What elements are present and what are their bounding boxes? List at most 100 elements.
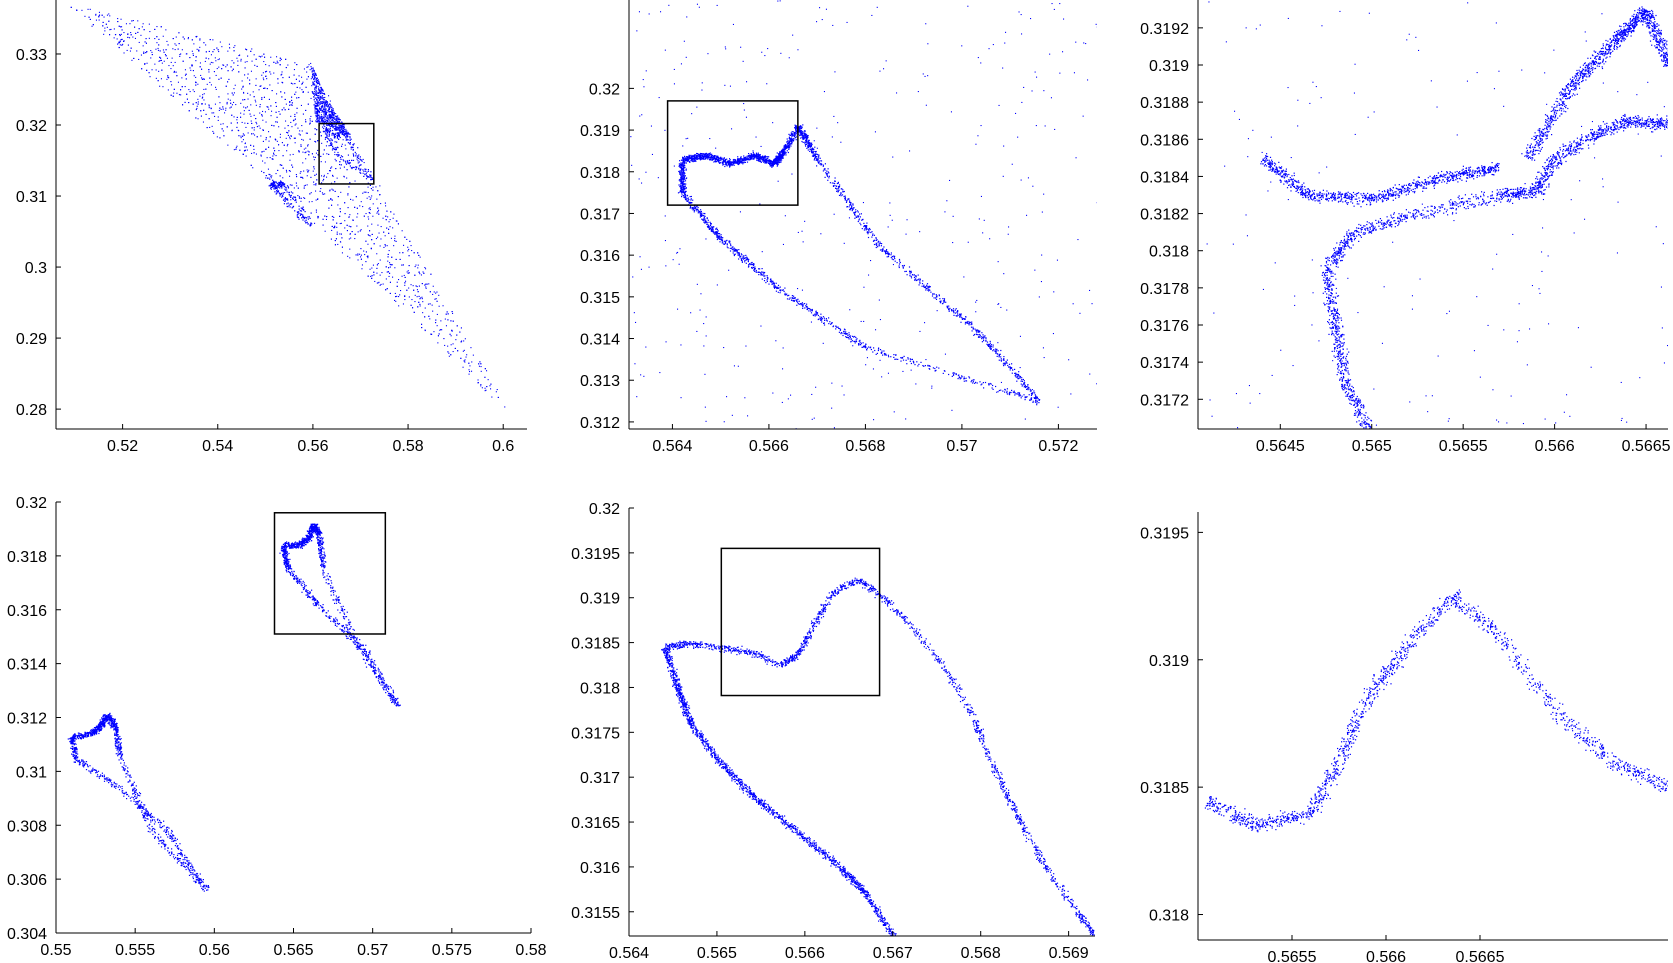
- data-point: [236, 57, 238, 59]
- data-point: [682, 157, 684, 159]
- data-point: [1014, 372, 1016, 374]
- data-point: [185, 78, 187, 80]
- data-point: [276, 191, 278, 193]
- data-point: [296, 97, 298, 99]
- data-point: [352, 199, 354, 201]
- data-point: [810, 312, 813, 314]
- data-point: [278, 150, 280, 152]
- data-point: [772, 164, 774, 166]
- data-point: [681, 194, 683, 196]
- data-point: [270, 182, 272, 185]
- data-point: [132, 20, 134, 22]
- data-point: [261, 114, 263, 116]
- data-point: [283, 144, 285, 146]
- data-point: [977, 334, 979, 336]
- data-point: [441, 329, 443, 331]
- data-point: [186, 93, 188, 95]
- data-point: [775, 160, 777, 162]
- data-point: [175, 36, 177, 38]
- data-point: [336, 177, 338, 179]
- data-point: [313, 168, 315, 170]
- data-point: [245, 107, 247, 109]
- data-point: [344, 220, 346, 222]
- data-point: [395, 300, 397, 302]
- data-point: [448, 352, 450, 354]
- data-point: [226, 101, 228, 103]
- data-point: [312, 83, 314, 85]
- data-point: [335, 126, 337, 128]
- data-point: [436, 325, 438, 327]
- data-point: [137, 20, 139, 22]
- data-point: [338, 132, 340, 134]
- data-point: [459, 331, 461, 333]
- data-point: [1019, 395, 1021, 397]
- data-point: [414, 266, 416, 268]
- data-point: [504, 406, 506, 408]
- data-point: [281, 73, 283, 75]
- data-point: [359, 253, 361, 255]
- data-point: [442, 305, 444, 307]
- data-point: [156, 36, 158, 38]
- data-point: [342, 131, 344, 133]
- data-point: [775, 155, 777, 157]
- data-point: [468, 362, 470, 364]
- data-point: [329, 103, 331, 105]
- data-point: [292, 206, 294, 208]
- y-tick-label: 0.3: [25, 260, 47, 277]
- data-point: [310, 68, 312, 70]
- data-point: [330, 117, 332, 119]
- data-point: [822, 170, 824, 172]
- data-point: [317, 105, 319, 107]
- data-point: [195, 36, 197, 38]
- data-point: [972, 328, 974, 330]
- data-point: [344, 129, 346, 131]
- data-point: [290, 199, 292, 201]
- data-point: [684, 191, 686, 193]
- data-point: [331, 108, 333, 110]
- data-point: [84, 15, 86, 17]
- data-point: [396, 281, 398, 283]
- data-point: [351, 159, 353, 161]
- data-point: [290, 135, 292, 137]
- data-point: [320, 114, 322, 116]
- data-point: [764, 275, 766, 277]
- data-point: [337, 151, 339, 154]
- data-point: [850, 335, 852, 337]
- data-point: [1008, 366, 1010, 368]
- data-point: [376, 272, 378, 274]
- data-point: [349, 136, 351, 138]
- data-point: [359, 171, 361, 174]
- data-point: [870, 346, 872, 348]
- data-point: [915, 276, 917, 278]
- data-point: [339, 126, 341, 128]
- data-point: [316, 108, 318, 110]
- data-point: [309, 69, 311, 71]
- data-point: [341, 246, 343, 248]
- data-point: [444, 344, 446, 346]
- data-point: [764, 271, 766, 274]
- data-point: [431, 304, 433, 306]
- data-point: [259, 112, 261, 114]
- data-point: [478, 363, 480, 365]
- data-point: [184, 69, 186, 71]
- data-point: [979, 331, 981, 333]
- data-point: [1018, 393, 1020, 395]
- data-point: [274, 150, 276, 152]
- data-point: [337, 127, 339, 129]
- data-point: [809, 150, 811, 152]
- data-point: [159, 50, 161, 52]
- data-point: [439, 329, 441, 331]
- data-point: [388, 228, 390, 230]
- data-point: [742, 163, 744, 165]
- data-point: [728, 162, 731, 164]
- data-point: [835, 328, 837, 330]
- data-point: [315, 108, 317, 110]
- data-point: [335, 133, 337, 136]
- data-point: [103, 16, 105, 18]
- data-point: [760, 161, 762, 163]
- data-point: [354, 238, 356, 240]
- data-point: [697, 206, 699, 209]
- data-point: [264, 87, 266, 89]
- data-point: [140, 34, 142, 36]
- data-point: [335, 121, 337, 123]
